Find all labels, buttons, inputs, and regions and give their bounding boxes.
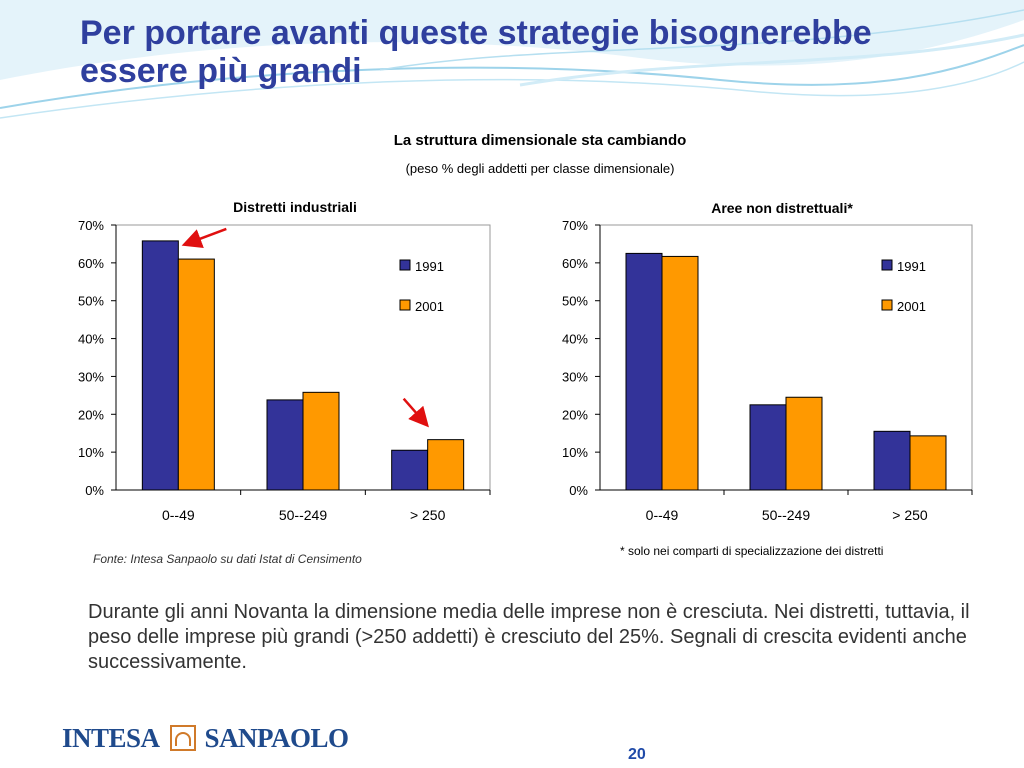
y-tick-label: 30% [562,369,588,384]
y-tick-label: 50% [562,294,588,309]
y-tick-label: 40% [78,332,104,347]
chart-title: Aree non distrettuali* [711,200,853,216]
bar-1991-1 [749,404,787,491]
y-tick-label: 0% [85,483,104,498]
bar-2001-1 [785,396,823,491]
bar-1991-2 [873,430,911,491]
body-text: Durante gli anni Novanta la dimensione m… [88,601,970,673]
x-tick-label: 0--49 [162,507,195,523]
main-chart-title: La struttura dimensionale sta cambiando [393,132,687,149]
x-tick-label: 50--249 [279,507,327,523]
decorative-waves [0,0,1024,119]
x-tick-label: 0--49 [646,507,679,523]
y-tick-label: 10% [78,445,104,460]
legend-label-2001: 2001 [897,299,926,314]
slide-title-line-2: essere più grandi [80,52,362,90]
bar-2001-2 [909,435,947,491]
logo-word-left: INTESA [62,722,160,753]
y-tick-label: 20% [562,407,588,422]
x-tick-label: > 250 [410,507,446,523]
legend-swatch-1991 [399,259,411,271]
legend-label-1991: 1991 [897,259,926,274]
y-tick-label: 40% [562,332,588,347]
y-tick-label: 60% [78,256,104,271]
logo-mark-icon [169,725,196,751]
legend-swatch-2001 [881,299,893,311]
y-tick-label: 30% [78,369,104,384]
bar-2001-0 [177,258,215,491]
bar-2001-2 [427,439,465,491]
y-tick-label: 10% [562,445,588,460]
chart-1: Distretti industriali 0% 10% 20% 30% 40% 50% 60… [78,199,491,523]
chart-2: Aree non distrettuali* 0% 10% 20% 30% 40% 50% 6… [562,200,973,523]
x-tick-label: 50--249 [762,507,810,523]
bar-1991-0 [141,240,179,491]
chart-title: Distretti industriali [233,199,357,215]
slide-title-line-1: Per portare avanti queste strategie biso… [80,14,872,52]
y-tick-label: 70% [562,218,588,233]
legend-label-1991: 1991 [415,259,444,274]
legend-swatch-1991 [881,259,893,271]
page-number: 20 [628,746,646,763]
legend-label-2001: 2001 [415,299,444,314]
bar-1991-2 [391,449,429,491]
y-tick-label: 20% [78,407,104,422]
logo-word-right: SANPAOLO [204,722,350,753]
bar-1991-1 [266,399,304,491]
x-tick-label: > 250 [892,507,928,523]
legend-swatch-2001 [399,299,411,311]
intesa-sanpaolo-logo: INTESA SANPAOLO [62,720,349,756]
main-chart-subtitle: (peso % degli addetti per classe dimensi… [405,161,675,176]
y-tick-label: 50% [78,294,104,309]
bar-2001-1 [302,391,340,491]
bar-2001-0 [661,255,699,491]
y-tick-label: 60% [562,256,588,271]
footnote: * solo nei comparti di specializzazione … [620,544,884,558]
annotation-arrow-1 [181,227,227,248]
annotation-arrow-2 [402,397,429,428]
bar-1991-0 [625,252,663,491]
slide-title: Per portare avanti queste strategie biso… [80,14,1010,90]
source-note: Fonte: Intesa Sanpaolo su dati Istat di … [93,552,362,566]
y-tick-label: 70% [78,218,104,233]
y-tick-label: 0% [569,483,588,498]
